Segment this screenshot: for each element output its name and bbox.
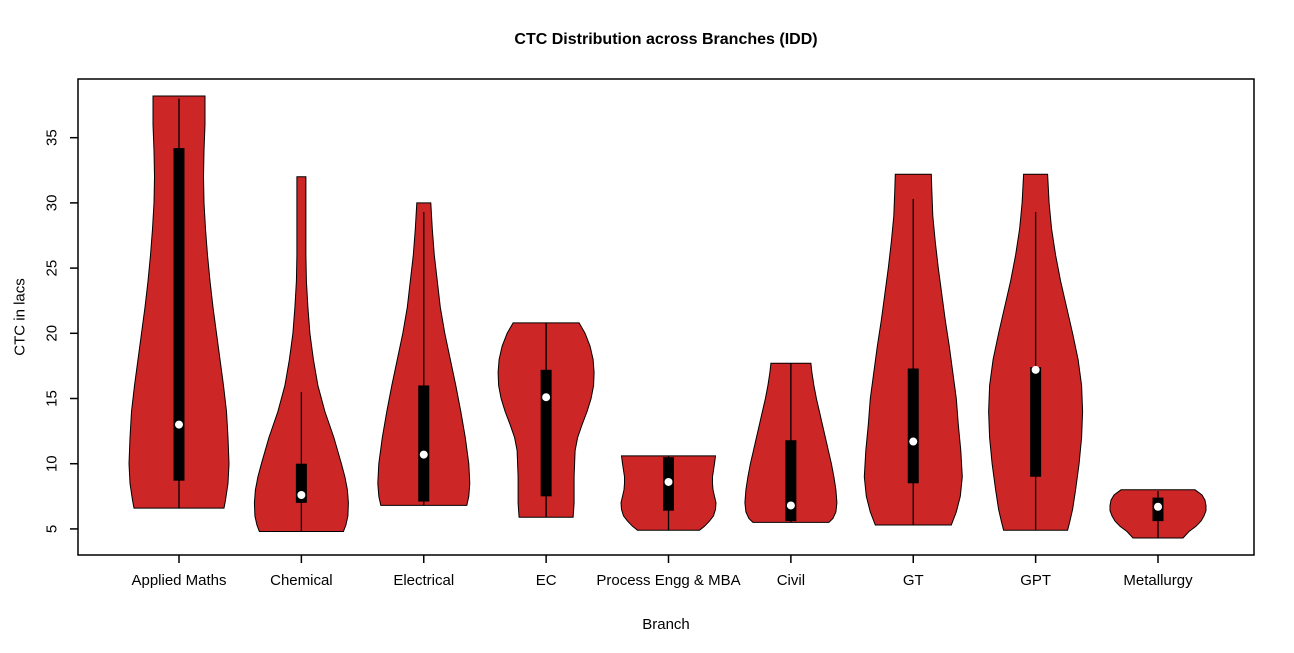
- y-tick-label: 25: [44, 260, 61, 277]
- y-tick-label: 10: [44, 455, 61, 472]
- median-dot-gpt: [1031, 365, 1040, 374]
- iqr-box-ec: [540, 369, 552, 497]
- median-dot-applied-maths: [175, 420, 183, 429]
- x-tick-label: Process Engg & MBA: [596, 572, 740, 589]
- x-tick-label: EC: [536, 572, 557, 589]
- x-tick-label: Electrical: [393, 572, 454, 589]
- y-axis-title: CTC in lacs: [11, 278, 29, 356]
- median-dot-electrical: [419, 450, 428, 459]
- iqr-box-gpt: [1030, 367, 1042, 477]
- y-tick-label: 35: [44, 129, 61, 146]
- x-tick-label: Applied Maths: [131, 572, 226, 589]
- y-tick-label: 30: [44, 195, 61, 212]
- violin-chemical: [253, 176, 349, 532]
- x-axis-title: Branch: [642, 616, 690, 633]
- x-tick-label: Civil: [777, 572, 805, 589]
- chart-title: CTC Distribution across Branches (IDD): [514, 31, 818, 48]
- median-dot-metallurgy: [1154, 502, 1162, 511]
- iqr-box-civil: [785, 440, 797, 522]
- plot-frame: [77, 78, 1255, 556]
- iqr-box-chemical: [295, 463, 307, 503]
- y-tick-label: 15: [44, 390, 61, 407]
- y-tick-label: 20: [44, 325, 61, 342]
- iqr-box-applied-maths: [173, 148, 185, 481]
- y-tick-label: 5: [44, 525, 61, 533]
- iqr-box-gt: [907, 368, 919, 484]
- iqr-box-electrical: [418, 385, 430, 502]
- median-dot-process-engg-mba: [664, 477, 673, 486]
- median-dot-civil: [786, 501, 795, 510]
- x-tick-label: Chemical: [270, 572, 333, 589]
- x-tick-label: GT: [903, 572, 924, 589]
- median-dot-ec: [542, 393, 551, 402]
- median-dot-gt: [909, 437, 918, 446]
- x-tick-label: Metallurgy: [1123, 572, 1193, 589]
- median-dot-chemical: [297, 491, 306, 500]
- x-tick-label: GPT: [1020, 572, 1051, 589]
